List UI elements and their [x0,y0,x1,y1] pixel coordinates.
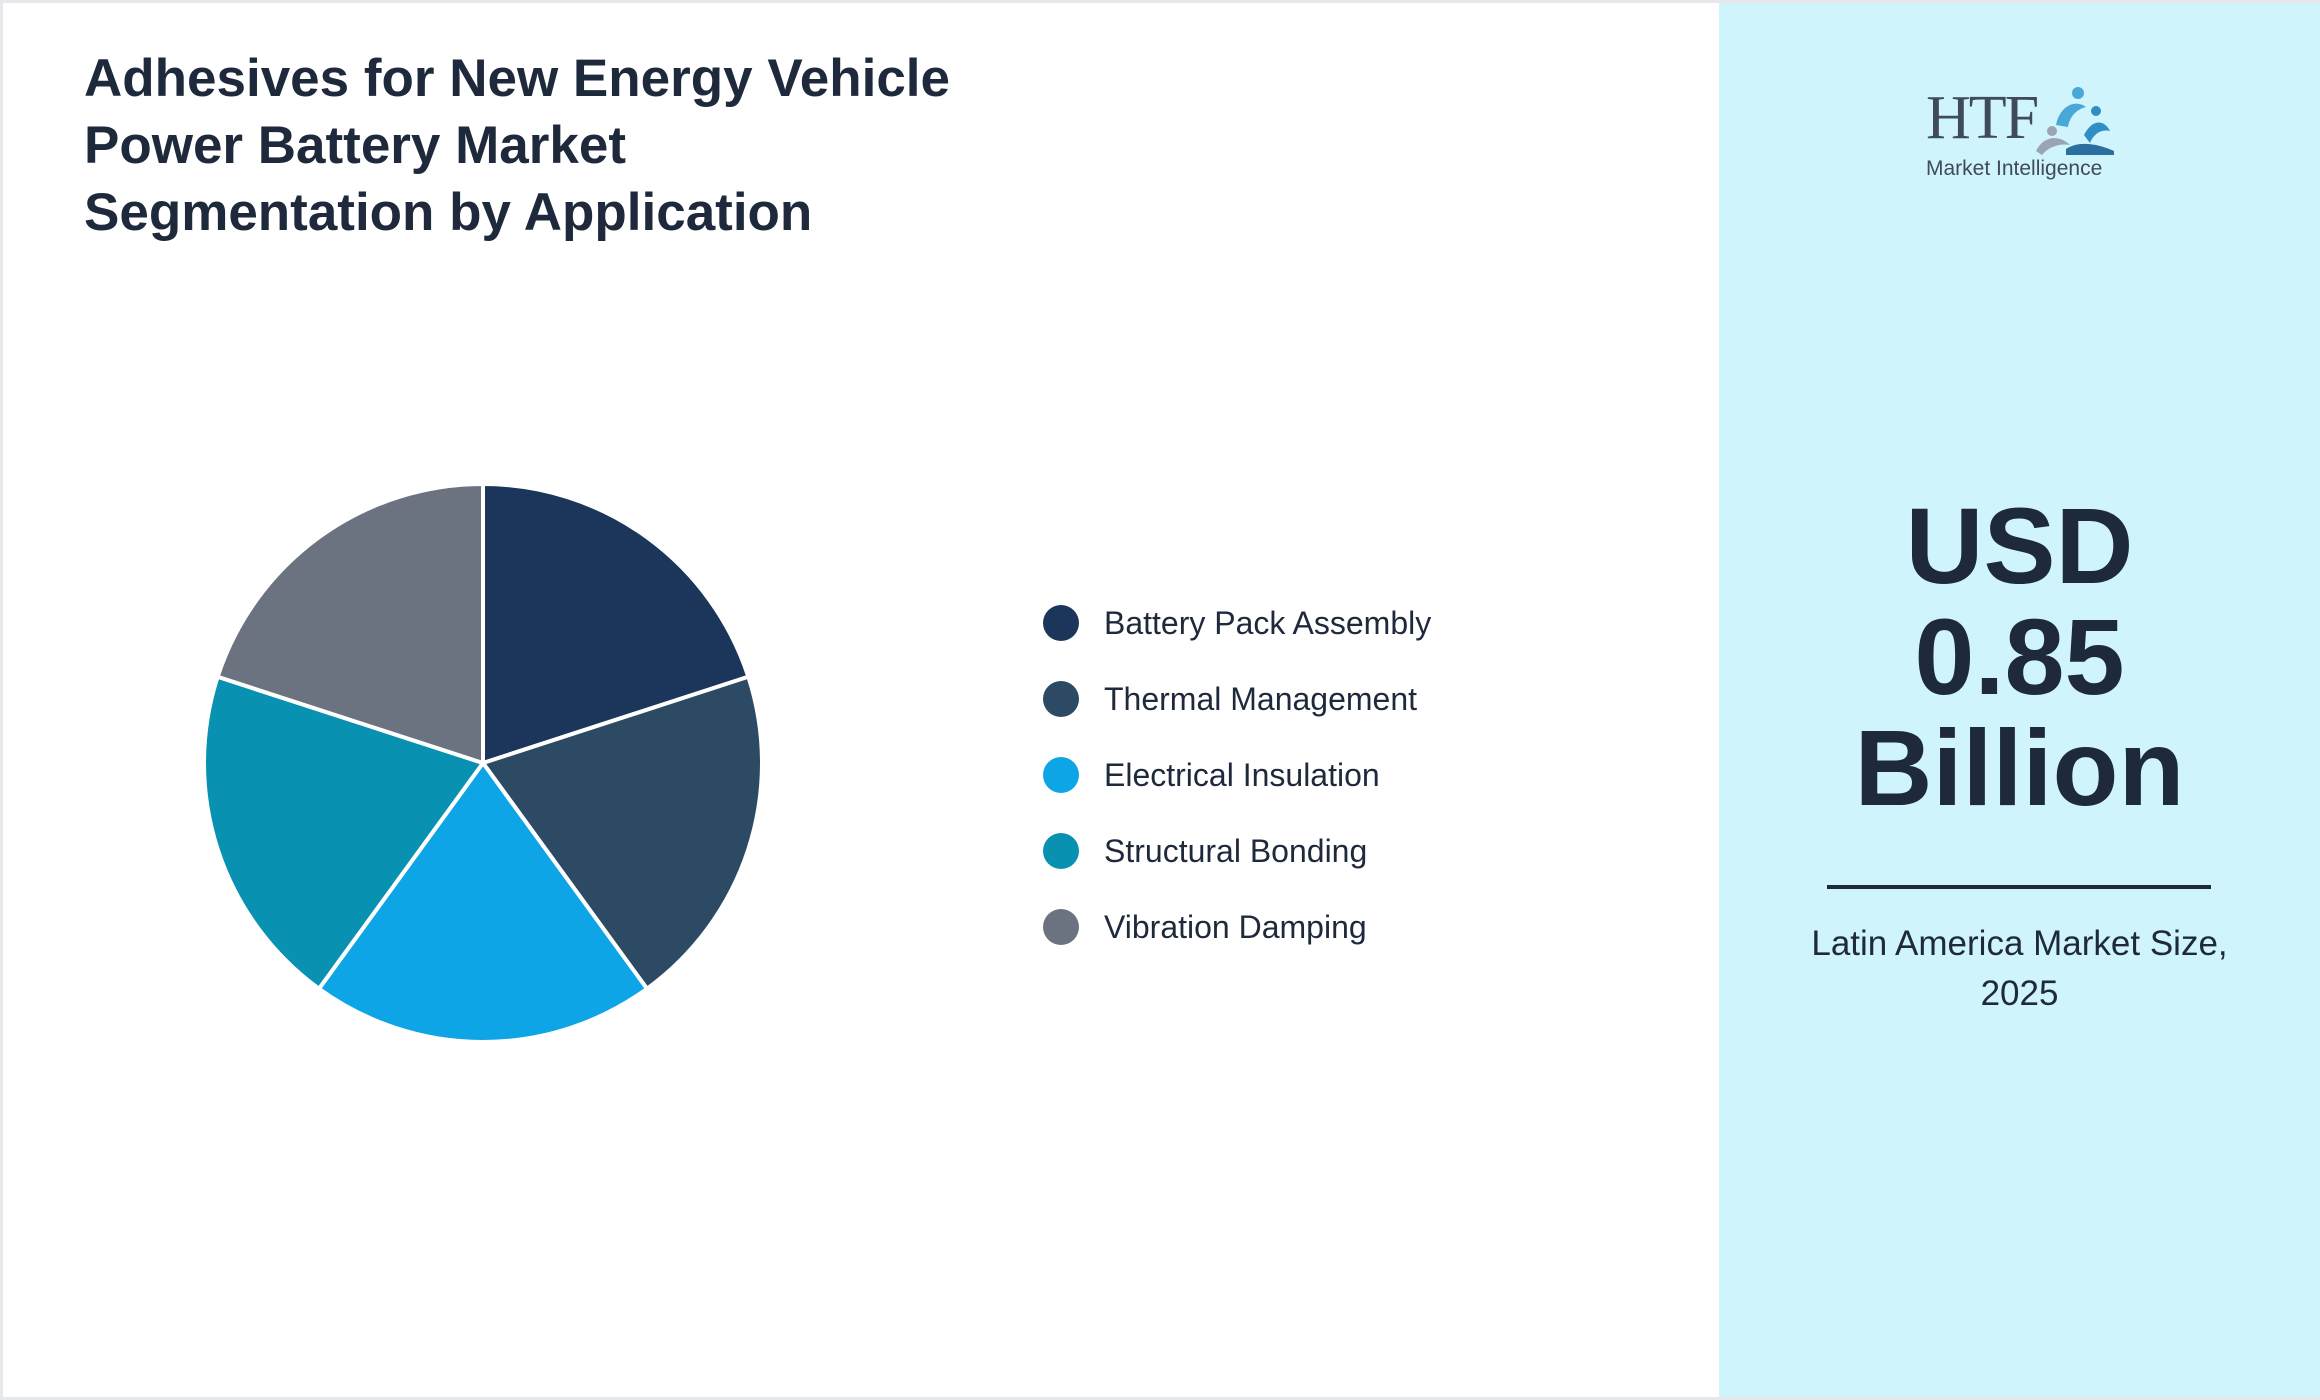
pie-slice-vibration-damping [215,482,485,765]
pie-slice-structural-bonding [202,674,485,991]
legend-item: Vibration Damping [1043,889,1431,965]
chart-title-line: Adhesives for New Energy Vehicle [84,49,951,108]
chart-title-line: Segmentation by Application [84,183,813,242]
legend-item: Thermal Management [1043,661,1431,737]
htf-logo: HTF Market Intelligence [1926,83,2126,193]
legend-item: Battery Pack Assembly [1043,585,1431,661]
legend-swatch [1043,757,1079,793]
legend-swatch [1043,909,1079,945]
logo-figures-icon [2036,87,2114,155]
market-size-line: Billion [1854,707,2185,828]
pie-slice-battery-pack-assembly [481,482,751,765]
legend-label: Thermal Management [1104,680,1418,717]
legend-item: Structural Bonding [1043,813,1431,889]
chart-title: Adhesives for New Energy Vehicle Power B… [84,45,1084,246]
legend-label: Structural Bonding [1104,832,1368,869]
pie-chart [202,482,764,1045]
pie-slice-electrical-insulation [317,761,649,1045]
legend-label: Battery Pack Assembly [1104,604,1432,641]
caption-line: Latin America Market Size, [1811,924,2228,963]
divider-line [1827,885,2211,889]
chart-title-line: Power Battery Market [84,116,626,175]
legend-swatch [1043,833,1079,869]
market-size-value: USD 0.85 Billion [1719,490,2320,823]
chart-panel: Adhesives for New Energy Vehicle Power B… [3,3,1719,1397]
legend-swatch [1043,605,1079,641]
caption-line: 2025 [1980,974,2059,1013]
pie-slice-thermal-management [481,674,764,991]
legend-label: Electrical Insulation [1104,756,1380,793]
logo-tagline: Market Intelligence [1926,157,2103,180]
chart-legend: Battery Pack Assembly Thermal Management E… [1043,585,1431,965]
market-size-line: USD [1905,485,2134,606]
market-size-caption: Latin America Market Size, 2025 [1779,919,2260,1019]
legend-swatch [1043,681,1079,717]
market-size-line: 0.85 [1914,596,2125,717]
logo-brand-text: HTF [1926,84,2039,152]
legend-item: Electrical Insulation [1043,737,1431,813]
legend-label: Vibration Damping [1104,908,1367,945]
market-size-panel: HTF Market Intelligence USD 0.85 Billion… [1719,3,2320,1397]
